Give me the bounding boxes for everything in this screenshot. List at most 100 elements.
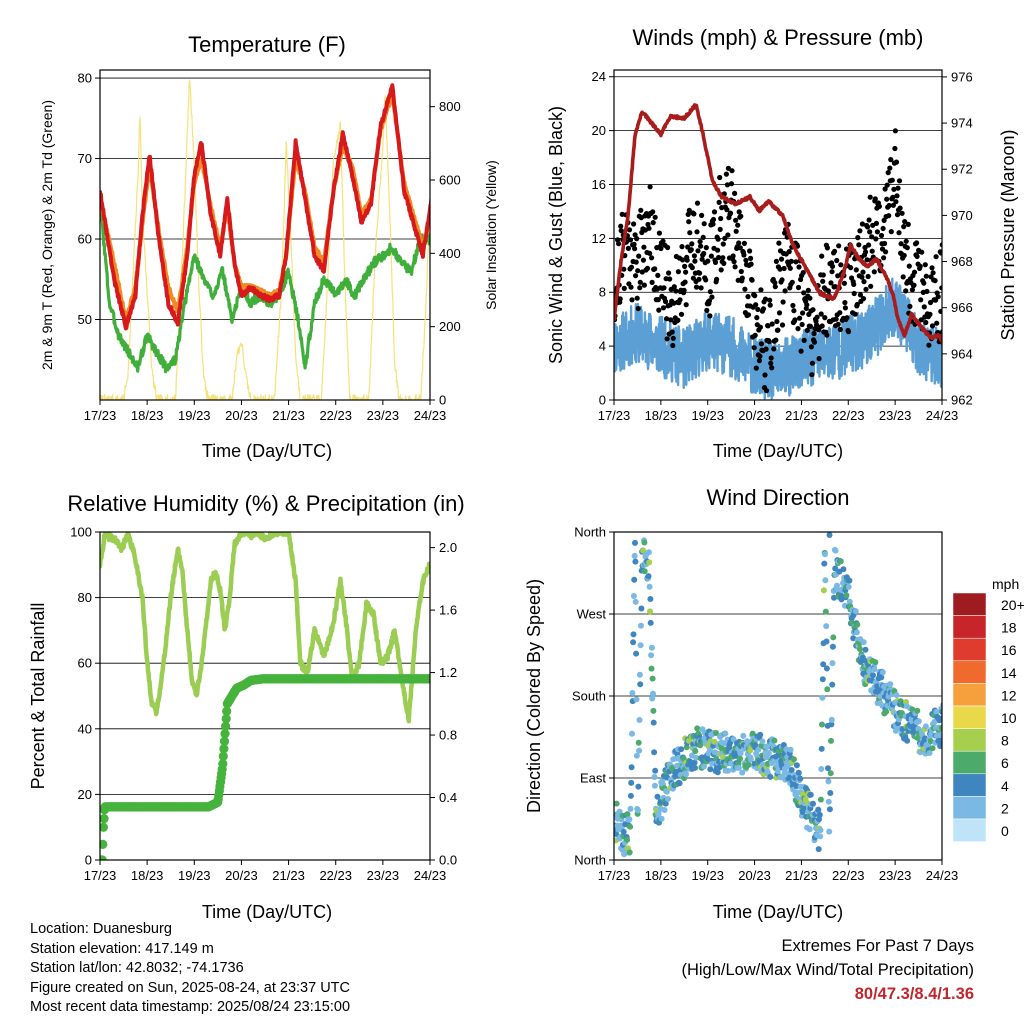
precip-point	[446, 649, 455, 658]
direction-point	[645, 573, 652, 580]
gust-point	[842, 300, 848, 306]
temperature-title: Temperature (F)	[188, 32, 346, 57]
y2-tick-label: 1.6	[439, 603, 457, 618]
gust-point	[884, 196, 890, 202]
direction-point	[827, 770, 834, 777]
wind-direction-panel: Wind Direction NorthEastSouthWestNorth17…	[524, 485, 1024, 922]
y-tick-label: 100	[70, 525, 92, 540]
direction-point	[829, 681, 836, 688]
gust-point	[670, 335, 676, 341]
gust-point	[811, 339, 818, 345]
gust-point	[796, 264, 802, 270]
gust-point	[957, 280, 962, 285]
gust-point	[748, 261, 754, 267]
gust-point	[859, 221, 866, 227]
direction-point	[694, 725, 701, 732]
gust-point	[655, 297, 661, 303]
gust-point	[962, 289, 967, 294]
gust-point	[696, 276, 702, 282]
x-tick-label: 22/23	[319, 868, 352, 883]
gust-point	[897, 205, 903, 211]
gust-point	[745, 312, 752, 318]
gust-point	[758, 341, 765, 347]
x-tick-label: 18/23	[131, 408, 164, 423]
gust-point	[911, 269, 918, 275]
gust-point	[739, 275, 745, 281]
gust-point	[718, 215, 724, 222]
legend-label: 6	[1001, 755, 1009, 771]
direction-point	[819, 676, 826, 683]
gust-point	[832, 284, 838, 290]
gust-point	[788, 258, 794, 264]
precip-point	[444, 650, 453, 659]
gust-point	[701, 250, 707, 257]
series-group	[614, 103, 967, 400]
gust-point	[733, 228, 739, 234]
gust-point	[677, 297, 683, 303]
gust-point	[919, 249, 925, 255]
gust-point	[789, 279, 795, 285]
direction-point	[730, 736, 737, 743]
gust-point	[869, 248, 875, 254]
direction-point	[945, 729, 951, 735]
direction-point	[850, 635, 857, 642]
gust-point	[640, 257, 647, 263]
gust-point	[938, 308, 942, 314]
gust-point	[836, 243, 842, 249]
direction-point	[614, 800, 620, 807]
direction-point	[648, 644, 655, 651]
direction-point	[774, 768, 781, 775]
direction-point	[827, 790, 834, 796]
direction-point	[825, 798, 832, 805]
precip-point	[221, 714, 231, 724]
figure-created: Figure created on Sun, 2025-08-24, at 23…	[30, 979, 350, 996]
gust-point	[838, 262, 844, 268]
direction-point	[735, 764, 742, 771]
direction-point	[822, 608, 829, 615]
gust-point	[853, 267, 859, 273]
gust-point	[861, 279, 867, 285]
x-tick-label: 18/23	[645, 408, 678, 423]
direction-point	[647, 608, 653, 615]
gust-point	[790, 302, 796, 309]
gust-point	[777, 266, 783, 272]
gust-point	[758, 287, 764, 293]
gust-point	[800, 310, 806, 316]
y2-tick-label: 970	[951, 208, 973, 223]
gust-point	[798, 348, 804, 354]
y2-tick-label: 2.0	[439, 540, 457, 555]
gust-point	[771, 346, 777, 352]
direction-point	[832, 565, 839, 572]
direction-point	[793, 762, 800, 769]
gust-point	[634, 236, 640, 242]
gust-point	[835, 321, 841, 327]
wind-pressure-panel: Winds (mph) & Pressure (mb) 0 4 8 12 16 20 24 9…	[546, 25, 1018, 461]
gust-point	[658, 245, 664, 252]
y-tick-label: East	[580, 771, 606, 786]
direction-point	[819, 694, 826, 701]
gust-point	[769, 321, 775, 327]
gust-point	[735, 222, 741, 228]
direction-point	[627, 792, 634, 799]
gust-point	[667, 276, 673, 282]
gust-point	[757, 353, 763, 359]
gust-point	[637, 285, 643, 291]
gust-point	[889, 177, 895, 183]
direction-point	[939, 708, 942, 715]
gust-point	[842, 305, 849, 311]
series-group	[100, 532, 455, 860]
gust-point	[656, 307, 662, 313]
legend-label: 0	[1001, 823, 1009, 839]
direction-point	[629, 730, 635, 737]
direction-point	[650, 690, 656, 697]
x-tick-label: 19/23	[691, 868, 724, 883]
gust-point	[693, 284, 700, 290]
gust-point	[650, 220, 656, 226]
gust-point	[662, 298, 669, 305]
gust-point	[684, 257, 690, 263]
gust-point	[738, 213, 744, 219]
precip-point	[100, 814, 109, 824]
x-tick-label: 19/23	[691, 408, 724, 423]
direction-point	[828, 716, 835, 723]
